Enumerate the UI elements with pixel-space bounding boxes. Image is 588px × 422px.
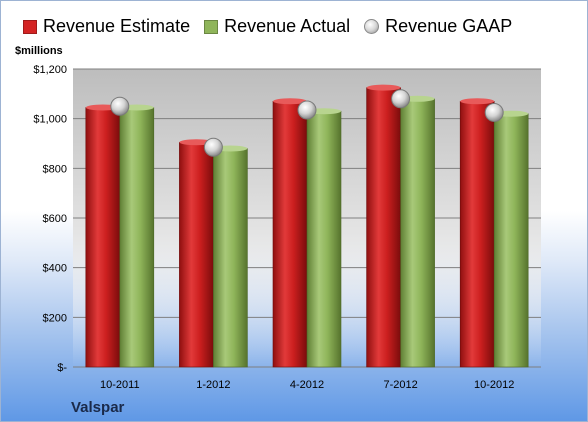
x-tick-label: 10-2012: [474, 379, 514, 391]
point-revenue-gaap: [484, 102, 504, 122]
legend: Revenue Estimate Revenue Actual Revenue …: [23, 16, 526, 37]
gaap-points: [110, 89, 504, 157]
x-axis-ticks: 10-2011 1-2012 4-2012 7-2012 10-2012: [100, 379, 514, 391]
bar-revenue-estimate: [459, 100, 495, 368]
point-revenue-gaap: [110, 96, 130, 116]
y-tick-label: $800: [43, 163, 67, 175]
legend-swatch-actual: [204, 19, 219, 34]
bar-cap-revenue-estimate: [366, 84, 401, 91]
bar-revenue-estimate: [366, 87, 401, 368]
y-tick-label: $400: [43, 263, 67, 275]
legend-swatch-estimate: [23, 19, 37, 34]
bar-revenue-actual: [400, 98, 435, 368]
bar-cap-revenue-estimate: [273, 98, 307, 105]
point-revenue-gaap: [297, 100, 317, 120]
x-tick-label: 7-2012: [383, 379, 417, 391]
y-tick-label: $1,200: [33, 64, 67, 76]
legend-marker-gaap: [364, 19, 380, 34]
bar-revenue-estimate: [272, 100, 308, 368]
y-tick-label: $600: [43, 213, 67, 225]
bar-revenue-actual: [493, 113, 529, 368]
y-tick-label: $1,000: [33, 114, 67, 126]
bar-revenue-estimate: [179, 141, 214, 368]
x-tick-label: 10-2011: [100, 379, 140, 391]
point-revenue-gaap: [203, 137, 223, 157]
legend-label-gaap: Revenue GAAP: [385, 16, 513, 36]
y-axis-ticks: $- $200 $400 $600 $800 $1,000 $1,200: [33, 64, 67, 374]
bar-revenue-estimate: [85, 107, 121, 368]
legend-label-estimate: Revenue Estimate: [43, 16, 191, 36]
y-tick-label: $-: [57, 362, 67, 374]
point-revenue-gaap: [391, 89, 411, 109]
bars: [85, 84, 529, 368]
company-label: Valspar: [71, 399, 125, 416]
x-tick-label: 4-2012: [290, 379, 324, 391]
legend-item-gaap: Revenue GAAP: [364, 16, 512, 37]
y-axis-unit-label: $millions: [15, 45, 63, 57]
bar-revenue-actual: [213, 148, 248, 368]
bar-revenue-actual: [119, 107, 155, 368]
legend-item-estimate: Revenue Estimate: [23, 16, 190, 37]
x-tick-label: 1-2012: [196, 379, 230, 391]
bar-revenue-actual: [306, 110, 342, 368]
legend-item-actual: Revenue Actual: [204, 16, 350, 37]
y-tick-label: $200: [43, 312, 67, 324]
bar-cap-revenue-estimate: [460, 98, 495, 105]
legend-label-actual: Revenue Actual: [224, 16, 351, 36]
